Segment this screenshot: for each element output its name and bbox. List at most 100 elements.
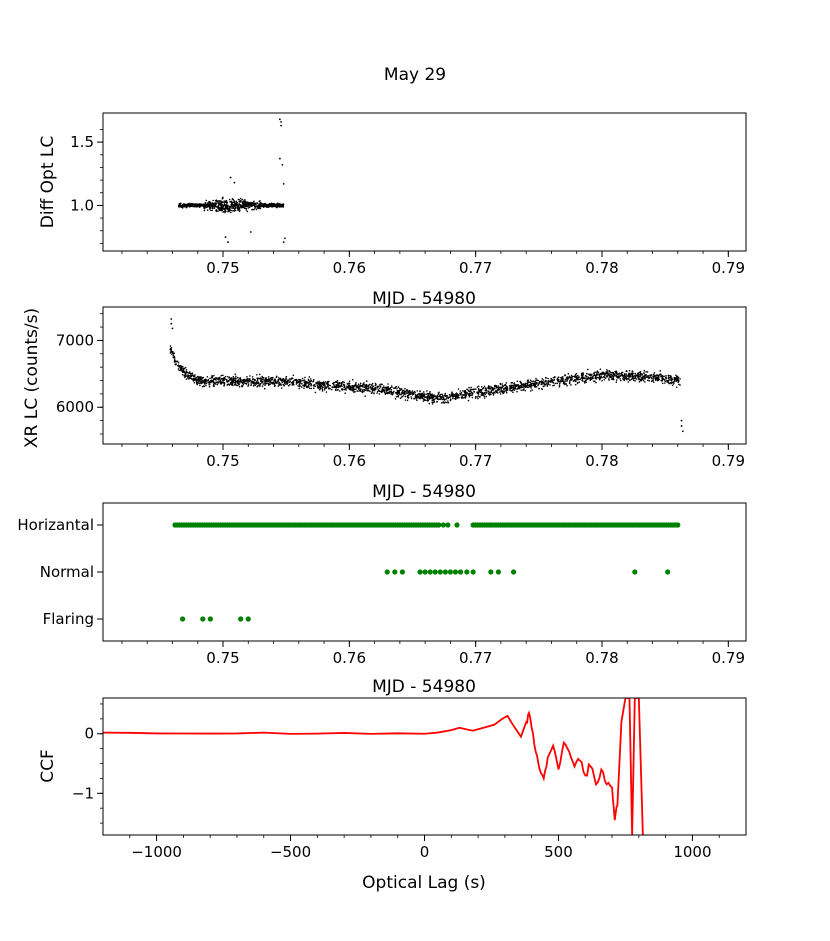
optical-point xyxy=(224,211,226,214)
xray-point xyxy=(309,378,312,380)
xray-point xyxy=(237,382,240,385)
xray-point xyxy=(656,378,659,381)
xray-point xyxy=(256,377,258,379)
optical-point xyxy=(234,207,236,210)
xray-point xyxy=(562,380,565,382)
optical-point xyxy=(245,209,248,211)
optical-point xyxy=(216,206,219,209)
xray-point xyxy=(665,377,667,380)
xray-point xyxy=(658,378,660,381)
xray-point xyxy=(440,396,443,398)
xray-point xyxy=(438,398,441,400)
xray-point xyxy=(202,379,204,382)
xray-point xyxy=(552,381,555,384)
x-tick-label: 0.76 xyxy=(333,649,366,667)
xray-point xyxy=(355,381,357,384)
xray-point xyxy=(421,397,424,400)
xray-point xyxy=(201,377,203,380)
x-tick-label: −500 xyxy=(270,843,311,861)
xray-point xyxy=(641,373,643,375)
xray-point xyxy=(336,385,338,388)
xray-point xyxy=(174,363,177,366)
xray-point xyxy=(304,376,306,379)
xray-point xyxy=(378,387,381,390)
xray-point xyxy=(289,383,291,386)
xray-point xyxy=(281,381,284,384)
xray-point xyxy=(474,388,476,390)
xray-point xyxy=(480,388,483,391)
xray-point xyxy=(188,376,191,379)
xray-point xyxy=(184,366,187,369)
xray-point xyxy=(487,390,489,392)
y-tick-label: 7000 xyxy=(56,331,94,349)
xray-point xyxy=(184,374,186,376)
xray-point xyxy=(485,395,487,398)
xray-point xyxy=(344,392,347,395)
xray-point xyxy=(285,375,288,378)
xray-point xyxy=(657,375,660,378)
xray-point xyxy=(389,386,392,389)
xray-point xyxy=(218,380,220,383)
xray-point xyxy=(307,385,310,388)
xray-point xyxy=(289,380,292,382)
xray-point xyxy=(553,378,555,381)
xray-point xyxy=(208,385,211,388)
xray-point xyxy=(436,400,438,403)
xray-point xyxy=(319,388,321,391)
xray-point xyxy=(181,366,184,368)
xray-point xyxy=(540,381,542,383)
optical-point xyxy=(209,201,211,204)
xray-point xyxy=(223,379,225,381)
optical-point xyxy=(238,210,241,213)
xray-point xyxy=(300,379,302,382)
xray-point xyxy=(274,378,276,380)
xray-point xyxy=(428,392,431,394)
xray-point xyxy=(581,380,584,382)
xray-point xyxy=(219,379,222,382)
xray-point xyxy=(613,373,615,375)
xray-point xyxy=(608,379,610,381)
xray-point xyxy=(631,374,634,377)
normal-state-point xyxy=(495,569,501,575)
xray-point xyxy=(255,373,258,376)
x-tick-label: 0.79 xyxy=(712,259,745,277)
xray-point xyxy=(466,391,468,394)
xray-point xyxy=(675,374,677,377)
xray-point xyxy=(625,373,628,375)
xray-point xyxy=(371,385,374,387)
xray-point xyxy=(185,378,188,380)
xray-point xyxy=(307,379,310,382)
xray-point xyxy=(353,385,355,388)
xray-point xyxy=(440,397,442,400)
xray-point xyxy=(623,373,626,375)
xray-point xyxy=(314,391,317,394)
xray-point xyxy=(511,389,514,392)
xray-point xyxy=(192,375,195,378)
xray-point xyxy=(229,381,232,384)
optical-point xyxy=(198,204,201,206)
xray-point xyxy=(566,378,568,380)
optical-point xyxy=(247,204,249,206)
xray-point xyxy=(171,353,173,355)
xray-point xyxy=(575,379,577,381)
xray-point xyxy=(394,387,396,390)
xray-point xyxy=(181,373,184,376)
xray-point xyxy=(343,384,345,387)
xray-point xyxy=(408,390,410,392)
xray-point xyxy=(525,386,528,388)
xray-point xyxy=(275,376,278,379)
xray-point xyxy=(394,398,397,400)
xray-point xyxy=(310,383,313,386)
xray-point xyxy=(214,383,217,385)
xray-point xyxy=(643,374,646,377)
xray-point xyxy=(296,381,299,383)
optical-outlier-point xyxy=(278,118,281,121)
xray-point xyxy=(421,394,423,396)
xray-point xyxy=(202,381,204,383)
xray-point xyxy=(173,352,175,355)
xray-point xyxy=(477,385,480,388)
xray-point xyxy=(431,403,434,405)
xray-point xyxy=(676,375,679,378)
xray-point xyxy=(538,382,540,384)
